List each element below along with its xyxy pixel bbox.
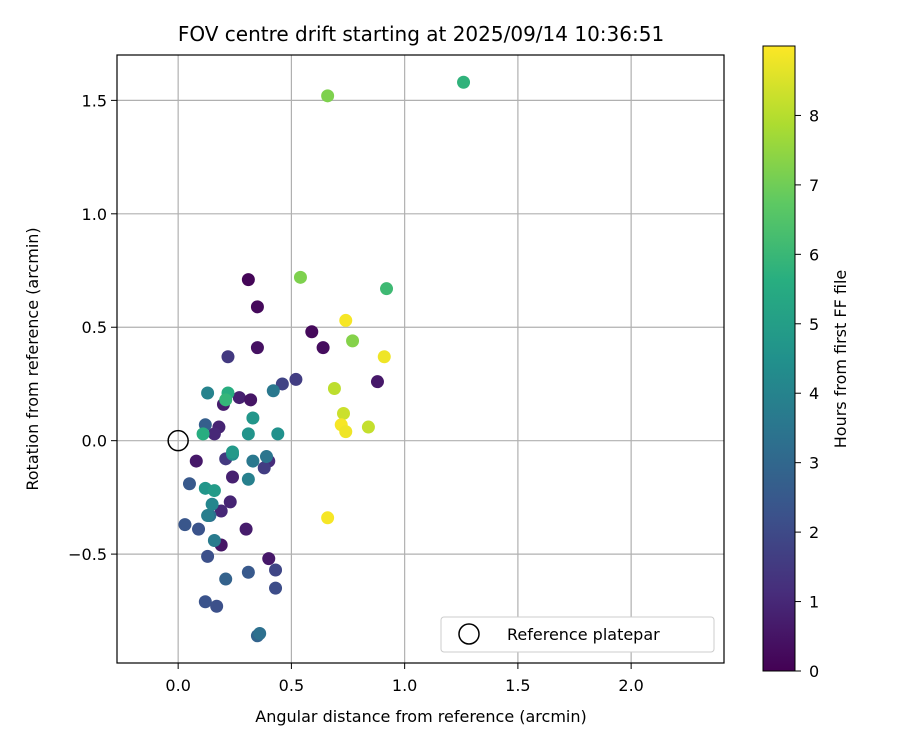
colorbar-gradient	[762, 45, 796, 672]
y-tick-label: 0.0	[82, 432, 107, 451]
data-point	[346, 334, 360, 348]
data-point	[339, 313, 353, 327]
legend-marker	[458, 623, 480, 645]
reference-marker	[167, 429, 189, 452]
data-point	[377, 350, 391, 364]
legend-box	[440, 616, 715, 653]
x-axis-label: Angular distance from reference (arcmin)	[255, 707, 586, 726]
data-point	[226, 470, 240, 484]
y-tick-label: 1.0	[82, 205, 107, 224]
colorbar: 0 1 2 3 4 5 6 7 8 Hours from first FF file	[762, 45, 850, 681]
data-point	[327, 381, 341, 395]
colorbar-tick-label: 5	[809, 315, 819, 334]
data-point	[221, 350, 235, 364]
data-point	[223, 495, 237, 509]
x-tick-label: 1.0	[392, 676, 417, 695]
data-point	[250, 300, 264, 314]
data-point	[207, 427, 221, 441]
data-point	[275, 377, 289, 391]
data-point	[321, 511, 335, 525]
data-point	[316, 341, 330, 355]
data-point	[201, 386, 215, 400]
colorbar-tick-label: 7	[809, 176, 819, 195]
data-point	[241, 565, 255, 579]
data-point	[178, 518, 192, 532]
data-point	[182, 477, 196, 491]
data-points	[178, 75, 471, 643]
data-point	[336, 406, 350, 420]
x-tick-label: 0.5	[279, 676, 304, 695]
data-point	[339, 425, 353, 439]
data-point	[219, 572, 233, 586]
colorbar-tick-label: 2	[809, 523, 819, 542]
plot-frame	[116, 54, 725, 664]
data-point	[457, 75, 471, 89]
data-point	[259, 450, 273, 464]
data-point	[269, 581, 283, 595]
data-point	[257, 461, 271, 475]
legend-label: Reference platepar	[507, 625, 660, 644]
data-point	[262, 552, 276, 566]
y-tick-label: 1.5	[82, 91, 107, 110]
data-point	[198, 595, 212, 609]
colorbar-tick-label: 8	[809, 106, 819, 125]
data-point	[207, 484, 221, 498]
legend: Reference platepar	[440, 616, 715, 653]
data-point	[201, 549, 215, 563]
y-tick-label: 0.5	[82, 318, 107, 337]
data-point	[380, 282, 394, 296]
data-point	[305, 325, 319, 339]
y-axis-label: Rotation from reference (arcmin)	[23, 227, 42, 490]
x-tick-label: 0.0	[165, 676, 190, 695]
data-point	[241, 472, 255, 486]
data-point	[219, 393, 233, 407]
data-point	[269, 563, 283, 577]
data-point	[250, 341, 264, 355]
data-point	[244, 393, 258, 407]
colorbar-tick-label: 6	[809, 245, 819, 264]
x-tick-label: 1.5	[505, 676, 530, 695]
grid-lines	[117, 55, 724, 663]
data-point	[192, 522, 206, 536]
data-point	[361, 420, 375, 434]
data-point	[232, 391, 246, 405]
y-tick-label: −0.5	[68, 545, 107, 564]
data-point	[241, 427, 255, 441]
data-point	[293, 270, 307, 284]
colorbar-ticks: 0 1 2 3 4 5 6 7 8	[795, 106, 819, 681]
y-axis-ticks: −0.5 0.0 0.5 1.0 1.5	[68, 91, 117, 564]
data-point	[205, 497, 219, 511]
chart-title: FOV centre drift starting at 2025/09/14 …	[178, 22, 664, 46]
data-point	[214, 504, 228, 518]
x-tick-label: 2.0	[618, 676, 643, 695]
data-point	[370, 375, 384, 389]
colorbar-label: Hours from first FF file	[831, 270, 850, 449]
colorbar-tick-label: 4	[809, 384, 819, 403]
data-point	[239, 522, 253, 536]
data-point	[196, 427, 210, 441]
data-point	[266, 384, 280, 398]
data-point	[253, 627, 267, 641]
data-point	[246, 411, 260, 425]
data-point	[189, 454, 203, 468]
data-point	[321, 89, 335, 103]
data-point	[201, 509, 215, 523]
data-point	[210, 599, 224, 613]
x-axis-ticks: 0.0 0.5 1.0 1.5 2.0	[165, 663, 644, 695]
data-point	[226, 445, 240, 459]
plot-area	[117, 55, 724, 663]
data-point	[241, 273, 255, 287]
data-point	[271, 427, 285, 441]
colorbar-tick-label: 0	[809, 662, 819, 681]
colorbar-tick-label: 3	[809, 454, 819, 473]
data-point	[207, 533, 221, 547]
data-point	[289, 372, 303, 386]
colorbar-tick-label: 1	[809, 593, 819, 612]
data-point	[246, 454, 260, 468]
